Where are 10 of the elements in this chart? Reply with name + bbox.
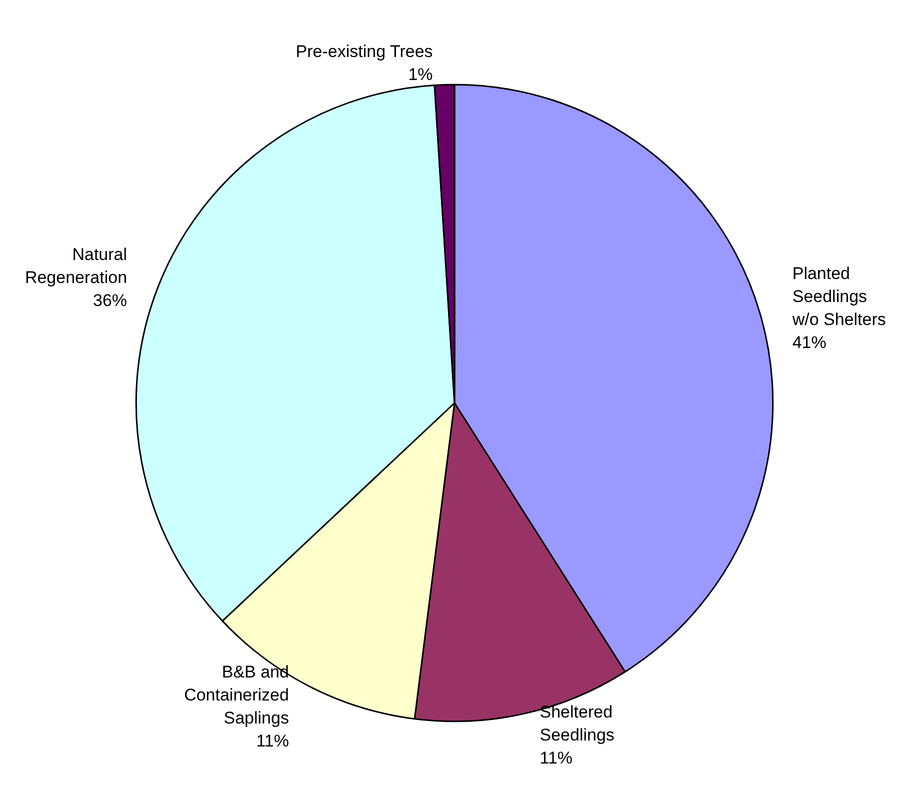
slice-label: Planted Seedlings w/o Shelters [791,264,886,330]
slice-label: Natural Regeneration [24,245,128,288]
data-label: 1% [408,64,433,84]
data-label: 36% [93,291,128,310]
data-label: 11% [540,748,573,768]
data-label: 41% [792,333,826,352]
slice-label: Pre-existing Trees [296,42,433,61]
data-label: 11% [256,731,289,750]
slice-label: Sheltered Seedlings [540,702,614,745]
slice-label: B&B and Containerized Saplings [184,662,289,728]
